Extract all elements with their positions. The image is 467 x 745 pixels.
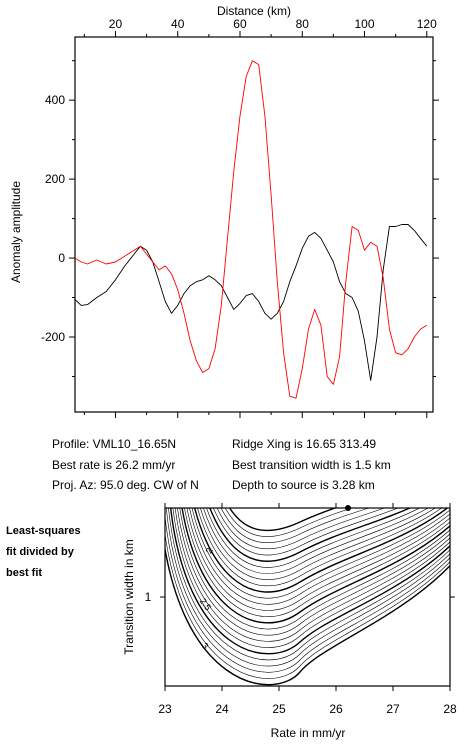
contour-line <box>224 508 353 537</box>
contour-x-tick-label: 25 <box>272 702 286 716</box>
contour-line <box>194 508 449 593</box>
series-group <box>74 60 428 399</box>
contour-x-tick-label: 23 <box>158 702 172 716</box>
contour-x-tick-label: 27 <box>386 702 400 716</box>
contour-line <box>228 508 338 532</box>
contour-line <box>170 508 450 655</box>
contour-line <box>216 508 386 550</box>
contour-line <box>165 544 450 686</box>
contour-x-axis-title: Rate in mm/yr <box>271 726 346 740</box>
y-tick-label: 200 <box>45 172 65 186</box>
contour-line <box>203 508 429 574</box>
x-tick-label: 80 <box>296 17 310 31</box>
contour-x-ticks: 23 24 25 26 27 28 <box>158 503 457 716</box>
plot-frame <box>74 36 434 413</box>
x-axis-ticks: 20 40 60 80 100 120 <box>83 17 437 418</box>
best-transition-text: Best transition width is 1.5 km <box>232 458 391 472</box>
side-label-line3: best fit <box>6 567 43 579</box>
proj-az-text: Proj. Az: 95.0 deg. CW of N <box>52 478 199 492</box>
contour-x-tick-label: 24 <box>215 702 229 716</box>
y-axis-ticks: -200 0 200 400 <box>41 60 439 377</box>
contour-line <box>189 508 450 605</box>
contour-label-2: 2 <box>204 546 215 555</box>
y-axis-title: Anomaly amplitude <box>9 181 23 283</box>
x-axis-title: Distance (km) <box>217 4 291 18</box>
profile-text: Profile: VML10_16.65N <box>52 437 177 451</box>
best-fit-marker <box>345 505 351 511</box>
depth-text: Depth to source is 3.28 km <box>232 478 375 492</box>
contour-line <box>172 508 450 648</box>
contour-line <box>220 508 370 543</box>
contour-lines <box>165 508 450 686</box>
contour-line <box>168 508 450 661</box>
contour-y-axis-title: Transition width in km <box>122 539 136 655</box>
contour-line <box>206 508 421 568</box>
x-tick-label: 120 <box>417 17 437 31</box>
contour-line <box>200 508 436 580</box>
model-anomaly-line <box>74 60 428 399</box>
best-rate-text: Best rate is 26.2 mm/yr <box>52 458 176 472</box>
x-tick-label: 20 <box>109 17 123 31</box>
anomaly-chart: 20 40 60 80 100 120 -200 0 200 400 Distance (km)… <box>9 4 439 418</box>
x-tick-label: 40 <box>171 17 185 31</box>
contour-line <box>191 508 450 599</box>
observed-anomaly-line <box>74 224 428 381</box>
contour-line <box>177 508 450 636</box>
x-tick-label: 100 <box>354 17 374 31</box>
contour-line <box>209 508 412 562</box>
contour-line <box>213 508 399 556</box>
x-tick-label: 60 <box>233 17 247 31</box>
side-label-line2: fit divided by <box>6 546 74 558</box>
contour-x-tick-label: 26 <box>329 702 343 716</box>
contour-x-tick-label: 28 <box>443 702 457 716</box>
y-tick-label: -200 <box>41 330 65 344</box>
side-label-line1: Least-squares <box>6 525 81 537</box>
contour-label-3: 3 <box>200 641 211 652</box>
contour-line <box>181 508 450 624</box>
y-tick-label: 0 <box>58 251 65 265</box>
contour-line <box>186 508 450 611</box>
contour-line <box>179 508 450 630</box>
contour-y-tick-label: 1 <box>145 590 152 604</box>
contour-line <box>165 531 450 679</box>
contour-line <box>166 508 450 667</box>
ridge-xing-text: Ridge Xing is 16.65 313.49 <box>232 437 377 451</box>
contour-line <box>184 508 450 617</box>
y-tick-label: 400 <box>45 93 65 107</box>
contour-line <box>174 508 450 642</box>
contour-line <box>165 512 450 673</box>
